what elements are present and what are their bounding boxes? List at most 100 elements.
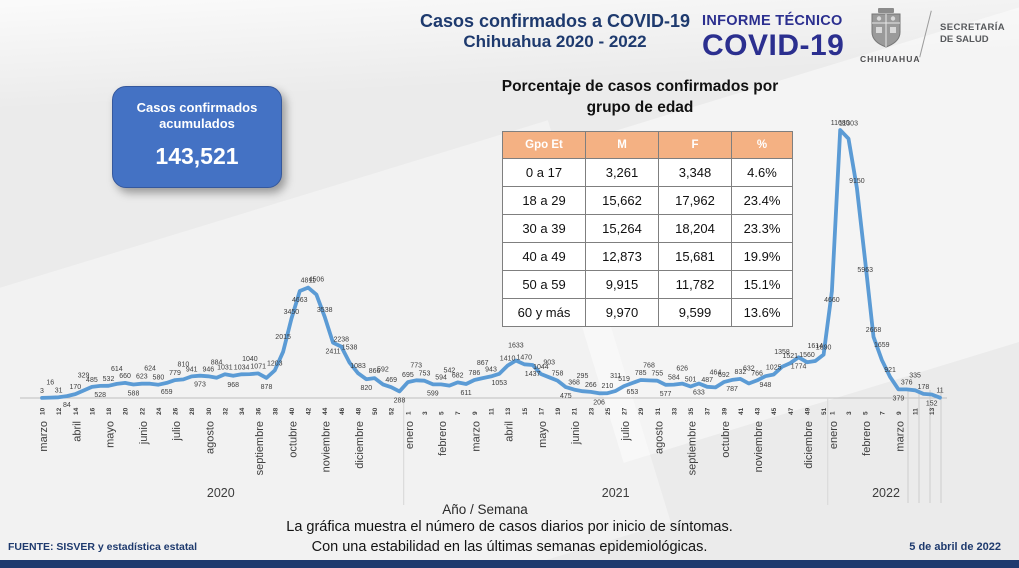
week-tick-label: 11 [913, 408, 920, 415]
week-tick-label: 36 [256, 407, 263, 415]
week-tick-label: 21 [572, 407, 579, 415]
table-cell: 23.4% [731, 186, 793, 215]
data-label: 968 [227, 382, 239, 389]
data-label: 1410 [500, 356, 516, 363]
data-label: 810 [178, 361, 190, 368]
table-cell: 30 a 39 [502, 214, 586, 243]
data-label: 4506 [309, 277, 325, 284]
data-label: 599 [427, 390, 439, 397]
week-tick-label: 48 [356, 407, 363, 415]
data-label: 820 [360, 385, 372, 392]
data-label: 1890 [816, 345, 832, 352]
month-tick-label: mayo [105, 421, 117, 448]
week-tick-label: 45 [771, 407, 778, 415]
data-label: 376 [901, 379, 913, 386]
data-label: 501 [685, 377, 697, 384]
table-cell: 3,348 [658, 158, 732, 187]
data-label: 695 [402, 372, 414, 379]
table-cell: 15,662 [585, 186, 659, 215]
data-label: 594 [435, 374, 447, 381]
week-tick-label: 51 [821, 407, 828, 415]
bottom-accent-bar [0, 560, 1019, 568]
table-row: 60 y más 9,970 9,599 13.6% [502, 298, 793, 327]
week-tick-label: 24 [156, 407, 163, 415]
week-tick-label: 42 [306, 407, 313, 415]
data-label: 1083 [350, 363, 366, 370]
data-label: 2015 [275, 334, 291, 341]
week-tick-label: 7 [879, 411, 886, 415]
weekly-cases-chart: 3 10 marzo 16 31 12 84 170 14 abril 329 485 16 528 532… [15, 95, 955, 525]
data-label: 943 [485, 366, 497, 373]
table-cell: 9,915 [585, 270, 659, 299]
week-tick-label: 12 [56, 407, 63, 415]
data-label: 1044 [533, 364, 549, 371]
data-label: 884 [211, 360, 223, 367]
week-tick-label: 33 [671, 407, 678, 415]
data-label: 1521 [783, 353, 799, 360]
month-tick-label: marzo [470, 421, 482, 452]
data-label: 16 [46, 380, 54, 387]
data-label: 1040 [242, 356, 258, 363]
month-tick-label: agosto [653, 421, 665, 454]
data-label: 786 [469, 370, 481, 377]
week-tick-label: 19 [555, 407, 562, 415]
header-divider [919, 10, 932, 58]
table-row: 18 a 29 15,662 17,962 23.4% [502, 186, 793, 215]
week-tick-label: 46 [339, 407, 346, 415]
month-tick-label: abril [71, 421, 83, 442]
year-label: 2020 [207, 486, 235, 500]
week-tick-label: 23 [588, 407, 595, 415]
data-label: 624 [144, 366, 156, 373]
month-tick-label: diciembre [803, 421, 815, 469]
week-tick-label: 22 [139, 407, 146, 415]
table-cell: 40 a 49 [502, 242, 586, 271]
month-tick-label: octubre [720, 421, 732, 458]
week-tick-label: 25 [605, 407, 612, 415]
data-label: 946 [202, 366, 214, 373]
secretaria-salud-logo: SECRETARÍA DE SALUD [940, 22, 1005, 46]
data-label: 878 [261, 384, 273, 391]
data-label: 532 [103, 376, 115, 383]
data-label: 948 [760, 382, 772, 389]
month-tick-label: junio [570, 421, 582, 445]
data-label: 773 [410, 362, 422, 369]
cases-line-chart-svg: 310marzo1631128417014abril32948516528532… [20, 120, 947, 517]
age-group-table: Gpo Et M F% 0 a 17 3,261 3,348 4.6% 18 a 29 15,… [502, 131, 793, 327]
chihuahua-shield-icon [871, 6, 901, 48]
data-label: 487 [701, 377, 713, 384]
data-label: 659 [161, 389, 173, 396]
data-label: 611 [461, 390, 472, 397]
data-label: 633 [693, 390, 705, 397]
table-cell: 9,599 [658, 298, 732, 327]
data-label: 1538 [342, 345, 358, 352]
data-label: 1774 [791, 363, 807, 370]
data-label: 766 [751, 370, 763, 377]
week-tick-label: 18 [106, 407, 113, 415]
week-tick-label: 1 [405, 411, 412, 415]
data-label: 973 [194, 382, 206, 389]
week-tick-label: 16 [89, 407, 96, 415]
week-tick-label: 30 [206, 407, 213, 415]
week-tick-label: 13 [929, 407, 936, 415]
table-cell: 19.9% [731, 242, 793, 271]
data-label: 779 [169, 370, 181, 377]
data-label: 1025 [766, 365, 782, 372]
week-tick-label: 15 [522, 407, 529, 415]
data-label: 614 [111, 366, 123, 373]
month-tick-label: julio [171, 421, 183, 442]
table-cell: 23.3% [731, 214, 793, 243]
month-tick-label: noviembre [321, 421, 333, 472]
informe-logo-line2: COVID-19 [702, 28, 845, 62]
data-label: 5963 [857, 267, 873, 274]
data-label: 3 [40, 388, 44, 395]
data-label: 755 [651, 371, 663, 378]
month-tick-label: marzo [38, 421, 50, 452]
data-label: 1437 [525, 371, 541, 378]
week-tick-label: 9 [472, 411, 479, 415]
week-tick-label: 39 [721, 407, 728, 415]
secretaria-line2: DE SALUD [940, 33, 989, 45]
week-tick-label: 26 [173, 407, 180, 415]
column-header: Gpo Et [502, 131, 586, 159]
chart-note-line1: La gráfica muestra el número de casos di… [286, 519, 733, 535]
informe-logo-line1: INFORME TÉCNICO [702, 13, 843, 29]
